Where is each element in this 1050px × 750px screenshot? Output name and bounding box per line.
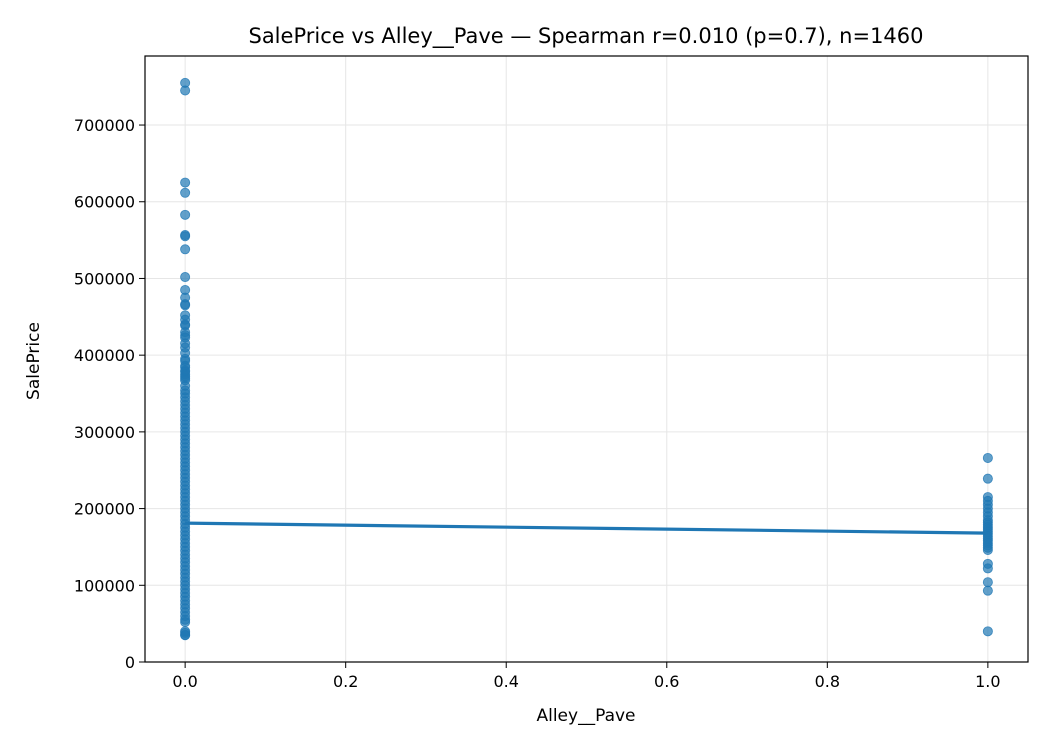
data-point	[180, 187, 191, 198]
y-tick-label: 100000	[74, 576, 135, 595]
y-axis-ticks: 0 100000 200000 300000 400000 500000 600000 700…	[74, 116, 145, 672]
data-point	[180, 272, 191, 283]
grid-lines	[145, 56, 1028, 663]
data-point	[982, 473, 993, 484]
y-tick-label: 0	[125, 653, 135, 672]
x-tick-label: 0.0	[172, 672, 197, 691]
plot-area-frame	[144, 55, 1029, 663]
data-point	[180, 231, 191, 242]
y-tick-label: 700000	[74, 116, 135, 135]
data-point	[982, 563, 993, 574]
y-tick-label: 400000	[74, 346, 135, 365]
y-tick-label: 300000	[74, 423, 135, 442]
trend-line	[185, 521, 988, 535]
y-axis-label: SalePrice	[24, 322, 44, 400]
x-tick-label: 1.0	[975, 672, 1000, 691]
y-tick-label: 600000	[74, 193, 135, 212]
x-axis-label: Alley__Pave	[536, 706, 635, 726]
y-tick-label: 200000	[74, 500, 135, 519]
x-tick-label: 0.8	[815, 672, 840, 691]
y-tick-label: 500000	[74, 269, 135, 288]
data-point	[180, 630, 191, 641]
x-tick-label: 0.6	[654, 672, 679, 691]
data-point	[180, 85, 191, 96]
data-point	[982, 585, 993, 596]
data-point	[982, 577, 993, 588]
data-point	[180, 617, 191, 628]
data-point	[180, 300, 191, 311]
data-point	[180, 209, 191, 220]
x-axis-ticks: 0.0 0.2 0.4 0.6 0.8 1.0	[172, 662, 1001, 691]
x-tick-label: 0.2	[333, 672, 358, 691]
data-points	[180, 77, 993, 641]
data-point	[982, 452, 993, 463]
x-tick-label: 0.4	[494, 672, 519, 691]
data-point	[180, 244, 191, 255]
data-point	[982, 545, 993, 556]
fit-line	[185, 521, 988, 535]
data-point	[180, 177, 191, 188]
chart-title: SalePrice vs Alley__Pave — Spearman r=0.…	[248, 24, 923, 49]
data-point	[982, 626, 993, 637]
